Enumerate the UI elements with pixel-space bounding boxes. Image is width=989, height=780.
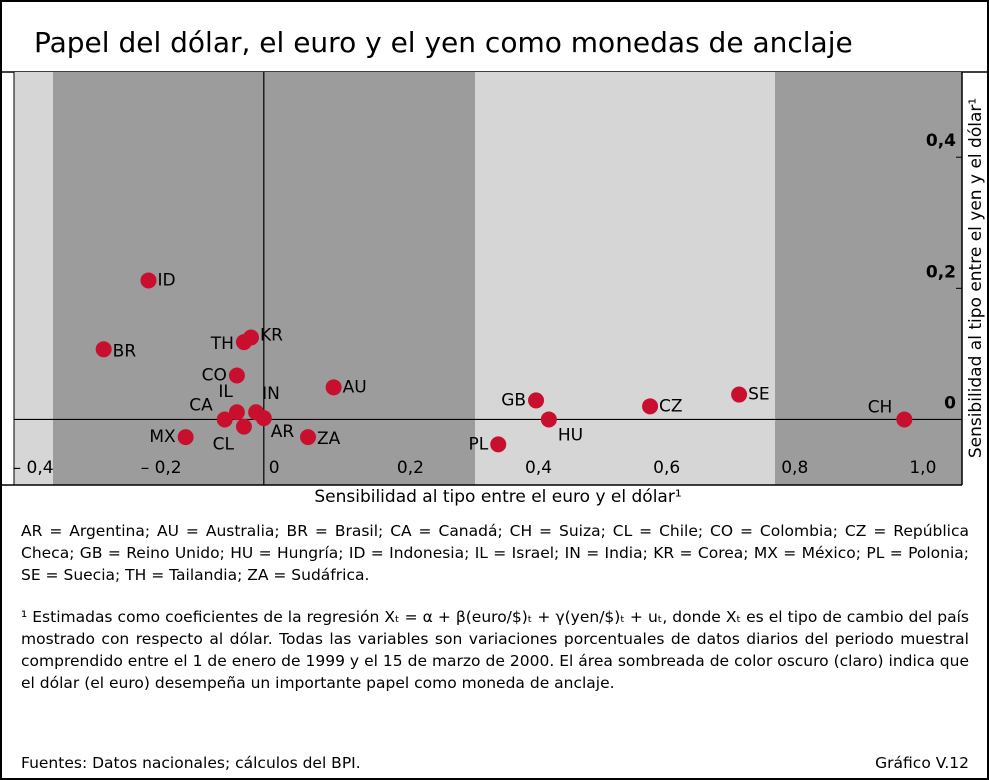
y-tick-label: 0,4 — [926, 131, 956, 151]
point-label: IN — [262, 384, 280, 404]
point — [490, 436, 507, 453]
point — [228, 404, 245, 421]
point — [216, 411, 233, 428]
point-label: HU — [558, 425, 583, 445]
point — [731, 386, 748, 403]
x-tick-label: 0,4 — [525, 458, 552, 478]
point — [255, 410, 272, 427]
x-tick-label: 0 — [269, 458, 280, 478]
y-tick-label: 0 — [944, 393, 956, 413]
point-label: ID — [158, 270, 176, 290]
point-label: BR — [113, 341, 137, 361]
point-label: CZ — [659, 396, 683, 416]
x-tick-label: 0,2 — [397, 458, 424, 478]
dark-band — [775, 72, 962, 485]
point — [177, 429, 194, 446]
x-tick-label: 1,0 — [909, 458, 936, 478]
x-tick-label: 0,8 — [781, 458, 808, 478]
source: Fuentes: Datos nacionales; cálculos del … — [21, 754, 361, 772]
point-label: ZA — [317, 429, 341, 449]
point-label: KR — [260, 326, 283, 346]
point — [140, 272, 157, 289]
point-label: GB — [501, 390, 526, 410]
point — [642, 398, 659, 415]
point-label: MX — [149, 427, 176, 447]
y-tick-label: 0,2 — [926, 262, 956, 282]
point-label: AU — [343, 377, 367, 397]
point-label: CH — [868, 397, 893, 417]
point — [235, 418, 252, 435]
point-label: CA — [189, 395, 213, 415]
legend-text: AR = Argentina; AU = Australia; BR = Bra… — [21, 522, 969, 584]
point-label: IL — [218, 382, 233, 402]
y-axis-label: Sensibilidad al tipo entre el yen y el d… — [966, 98, 986, 458]
chart-number: Gráfico V.12 — [875, 754, 969, 772]
point-label: CO — [202, 366, 227, 386]
point-label: TH — [210, 334, 234, 354]
chart-title: Papel del dólar, el euro y el yen como m… — [34, 26, 853, 59]
x-tick-label: – 0,2 — [141, 458, 182, 478]
point — [228, 367, 245, 384]
point — [300, 429, 317, 446]
point-label: PL — [469, 434, 489, 454]
point-label: AR — [271, 422, 295, 442]
point-label: SE — [748, 385, 770, 405]
point — [896, 411, 913, 428]
point — [528, 392, 545, 409]
x-tick-label: – 0,4 — [13, 458, 54, 478]
footnote: ¹ Estimadas como coeficientes de la regr… — [21, 608, 969, 692]
point — [243, 329, 259, 346]
point-label: CL — [213, 435, 235, 455]
point — [95, 341, 112, 358]
x-axis-label: Sensibilidad al tipo entre el euro y el … — [314, 487, 681, 507]
point — [540, 411, 557, 428]
point — [325, 379, 342, 396]
x-tick-label: 0,6 — [653, 458, 680, 478]
